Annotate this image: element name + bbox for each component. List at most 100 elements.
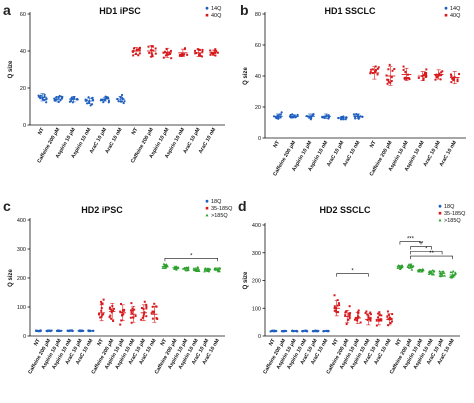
y-tick-label: 0 bbox=[23, 123, 26, 129]
data-point bbox=[194, 52, 197, 55]
data-point bbox=[389, 316, 392, 319]
data-point bbox=[197, 48, 200, 51]
data-point bbox=[138, 49, 141, 52]
data-point bbox=[201, 48, 204, 51]
data-point bbox=[374, 70, 377, 73]
data-point bbox=[55, 96, 58, 99]
data-point bbox=[121, 314, 124, 317]
data-point bbox=[151, 45, 154, 48]
data-point bbox=[376, 73, 379, 76]
data-point bbox=[151, 310, 154, 313]
data-point bbox=[100, 300, 103, 303]
data-point bbox=[196, 265, 200, 269]
x-tick-label: AraC 10 nM bbox=[439, 140, 458, 168]
data-point bbox=[151, 49, 154, 52]
data-point bbox=[353, 318, 356, 321]
data-point bbox=[131, 307, 134, 310]
panel-label: b bbox=[240, 2, 249, 18]
data-point bbox=[131, 312, 134, 315]
data-point bbox=[391, 69, 394, 72]
y-tick-label: 400 bbox=[252, 223, 261, 229]
data-point bbox=[387, 313, 390, 316]
data-point bbox=[402, 65, 405, 68]
data-point bbox=[334, 309, 337, 312]
data-point bbox=[152, 311, 155, 314]
data-point bbox=[91, 96, 94, 99]
data-point bbox=[151, 53, 154, 56]
data-point bbox=[140, 318, 143, 321]
data-point bbox=[163, 50, 166, 53]
x-tick-label: NT bbox=[159, 337, 168, 347]
data-point bbox=[417, 76, 420, 79]
data-point bbox=[452, 78, 455, 81]
data-point bbox=[198, 52, 201, 55]
data-point bbox=[421, 268, 425, 271]
data-point bbox=[348, 317, 351, 320]
data-point bbox=[388, 63, 391, 66]
y-tick-label: 200 bbox=[17, 276, 26, 282]
data-point bbox=[441, 70, 444, 73]
data-point bbox=[108, 316, 111, 319]
data-point bbox=[148, 51, 151, 54]
data-point bbox=[450, 81, 453, 84]
data-point bbox=[201, 50, 204, 53]
data-point bbox=[59, 99, 62, 102]
data-point bbox=[218, 269, 221, 273]
data-point bbox=[145, 305, 148, 308]
data-point bbox=[352, 113, 356, 116]
data-point bbox=[425, 72, 428, 75]
data-point bbox=[122, 309, 125, 312]
data-point bbox=[387, 80, 390, 83]
data-point bbox=[376, 316, 379, 319]
data-point bbox=[369, 71, 372, 74]
data-point bbox=[408, 78, 411, 81]
legend-label: 40Q bbox=[450, 13, 461, 19]
legend-marker bbox=[438, 204, 442, 208]
data-point bbox=[218, 266, 222, 269]
data-point bbox=[364, 312, 367, 315]
data-point bbox=[391, 313, 394, 316]
data-point bbox=[170, 57, 173, 60]
data-point bbox=[150, 312, 153, 315]
data-point bbox=[369, 316, 372, 319]
data-point bbox=[423, 73, 426, 76]
data-point bbox=[87, 96, 90, 99]
data-point bbox=[132, 54, 135, 57]
data-point bbox=[337, 302, 340, 305]
data-point bbox=[458, 73, 461, 76]
data-point bbox=[169, 49, 172, 52]
data-point bbox=[376, 67, 379, 70]
legend-marker bbox=[438, 211, 442, 215]
data-point bbox=[279, 116, 282, 119]
data-point bbox=[110, 308, 113, 311]
legend-label: >185Q bbox=[444, 218, 461, 224]
data-point bbox=[451, 269, 455, 273]
data-point bbox=[145, 315, 148, 318]
data-point bbox=[390, 76, 393, 79]
x-tick-label: NT bbox=[331, 337, 340, 347]
data-point bbox=[345, 323, 348, 326]
y-tick-label: 400 bbox=[17, 218, 26, 224]
data-point bbox=[378, 311, 381, 314]
data-point bbox=[349, 312, 352, 315]
data-point bbox=[120, 302, 123, 305]
data-point bbox=[200, 55, 203, 58]
legend-marker bbox=[444, 6, 448, 10]
y-axis-label: Q size bbox=[243, 67, 249, 85]
data-point bbox=[133, 308, 136, 311]
data-point bbox=[110, 317, 113, 320]
significance-bracket bbox=[399, 241, 422, 245]
y-tick-label: 100 bbox=[252, 306, 261, 312]
data-point bbox=[153, 302, 156, 305]
data-point bbox=[348, 313, 351, 316]
data-point bbox=[406, 77, 409, 80]
data-point bbox=[435, 75, 438, 78]
data-point bbox=[181, 53, 184, 56]
data-point bbox=[70, 99, 73, 102]
data-point bbox=[154, 52, 157, 55]
